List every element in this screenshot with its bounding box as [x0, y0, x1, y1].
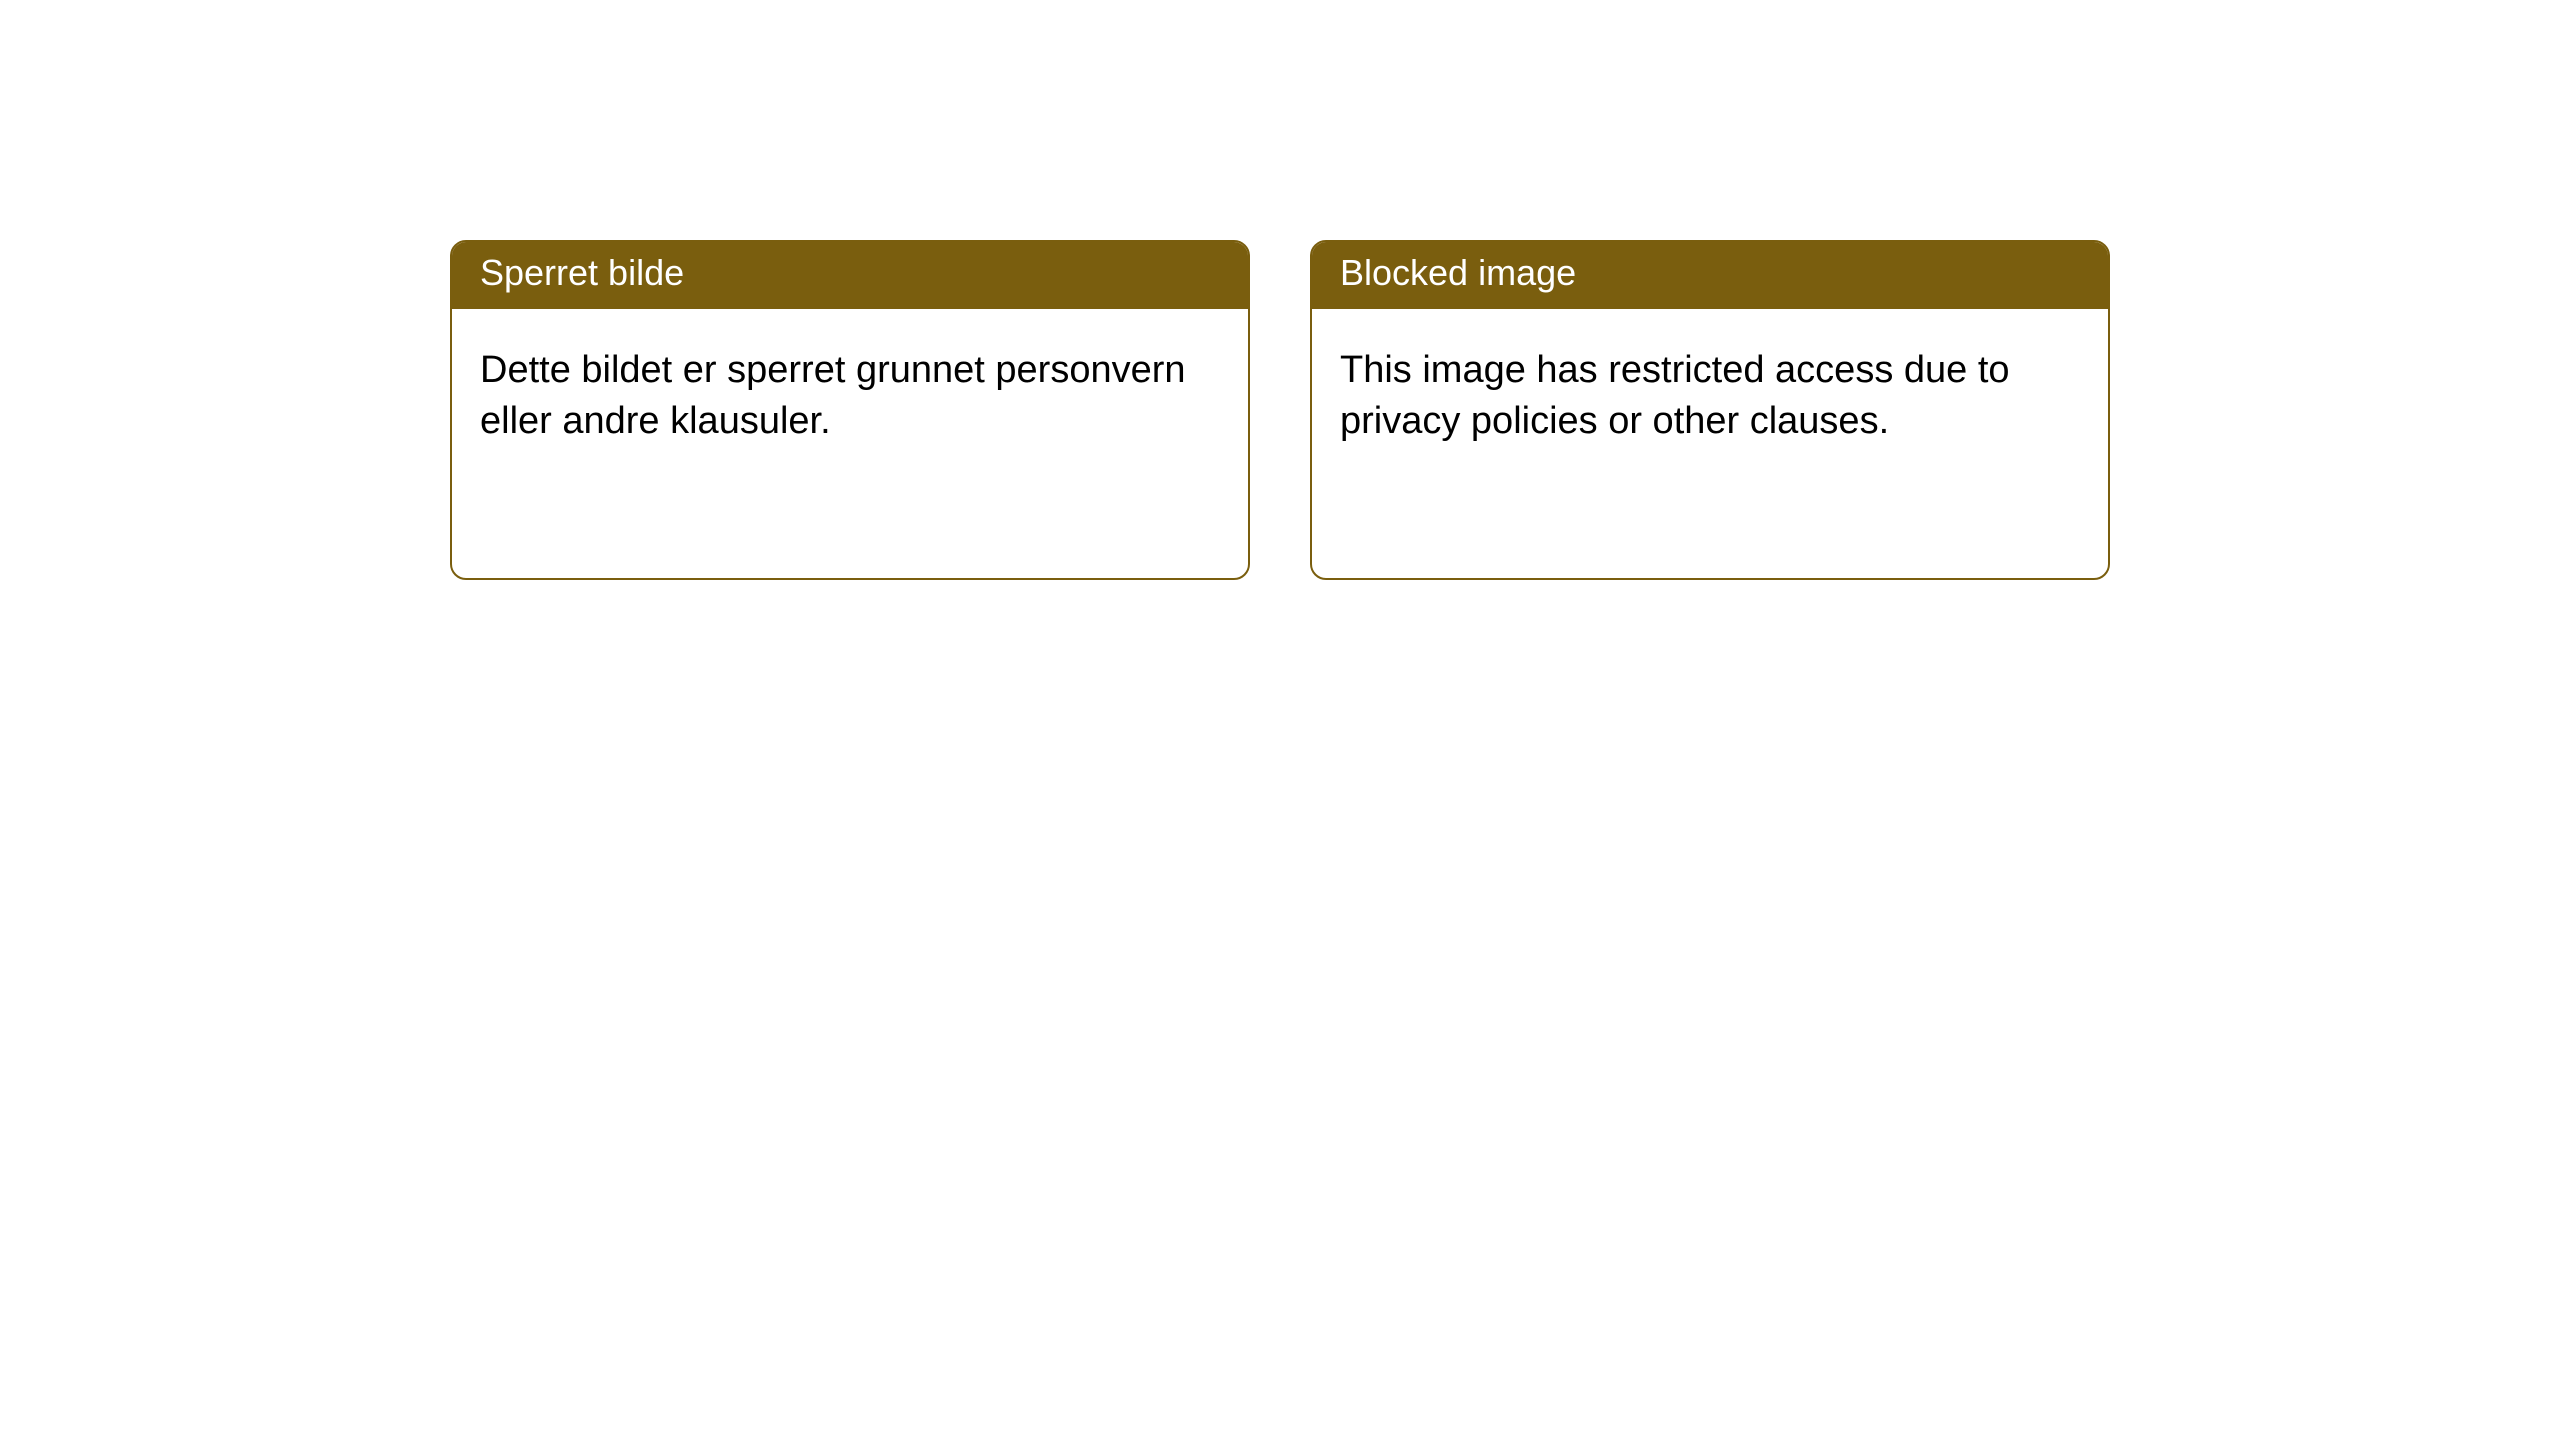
notice-card-english: Blocked image This image has restricted …: [1310, 240, 2110, 580]
notice-container: Sperret bilde Dette bildet er sperret gr…: [0, 0, 2560, 580]
notice-header: Blocked image: [1312, 242, 2108, 309]
notice-header: Sperret bilde: [452, 242, 1248, 309]
notice-body: This image has restricted access due to …: [1312, 309, 2108, 476]
notice-card-norwegian: Sperret bilde Dette bildet er sperret gr…: [450, 240, 1250, 580]
notice-body: Dette bildet er sperret grunnet personve…: [452, 309, 1248, 476]
